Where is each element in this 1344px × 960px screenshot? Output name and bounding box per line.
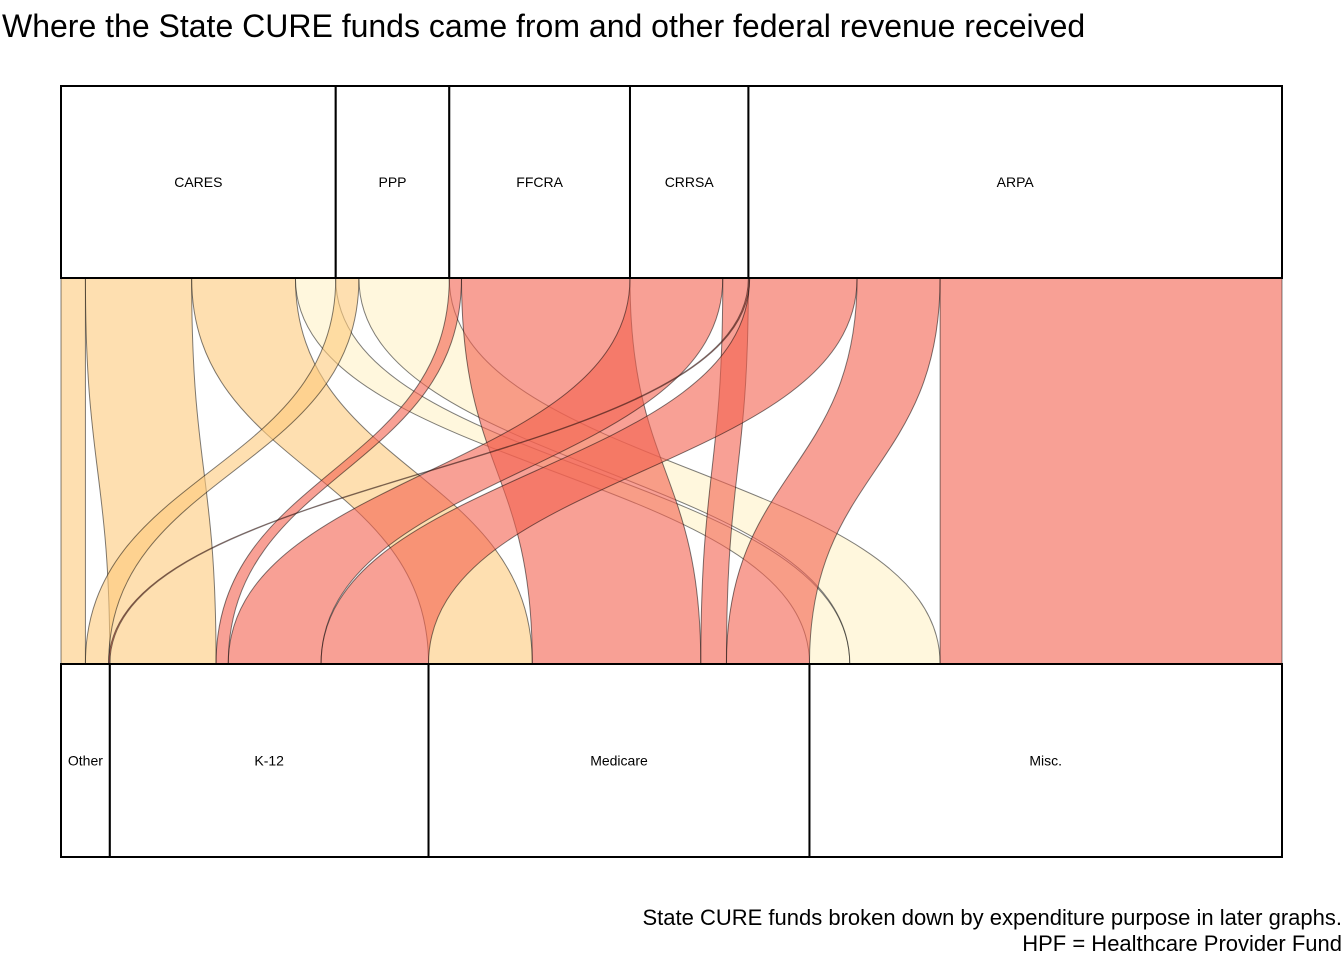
caption-line-1: State CURE funds broken down by expendit… [642,905,1342,930]
chart-title: Where the State CURE funds came from and… [2,8,1086,44]
source-node-crrsa: CRRSA [628,85,750,279]
target-node-k-12: K-12 [108,663,430,858]
target-label-other: Other [68,753,103,769]
flow-cares-to-other [60,277,86,665]
target-box-misc [808,663,1284,858]
source-box-arpa [747,85,1283,279]
flow-layer [60,277,1283,665]
target-box-medicare [427,663,811,858]
node-layer: CARES PPP FFCRA CRRSA ARPA Other K-12 Medicare M… [60,85,1284,858]
target-box-k-12 [108,663,430,858]
source-node-cares: CARES [60,85,337,279]
caption-line-2: HPF = Healthcare Provider Fund [1022,931,1342,956]
chart-caption: State CURE funds broken down by expendit… [642,905,1342,957]
flow-arpa-to-misc [939,277,1283,665]
source-node-ppp: PPP [334,85,451,279]
source-box-cares [60,85,337,279]
target-label-medicare: Medicare [590,753,648,769]
target-label-k-12: K-12 [254,753,284,769]
source-node-arpa: ARPA [747,85,1283,279]
source-box-ffcra [448,85,631,279]
target-node-other: Other [60,663,111,858]
source-label-ppp: PPP [378,174,406,190]
target-box-other [60,663,111,858]
source-node-ffcra: FFCRA [448,85,631,279]
source-box-ppp [334,85,451,279]
source-label-ffcra: FFCRA [516,174,563,190]
target-node-misc: Misc. [808,663,1284,858]
target-node-medicare: Medicare [427,663,811,858]
source-label-crrsa: CRRSA [665,174,715,190]
target-label-misc: Misc. [1029,753,1062,769]
source-label-arpa: ARPA [997,174,1035,190]
source-label-cares: CARES [174,174,222,190]
